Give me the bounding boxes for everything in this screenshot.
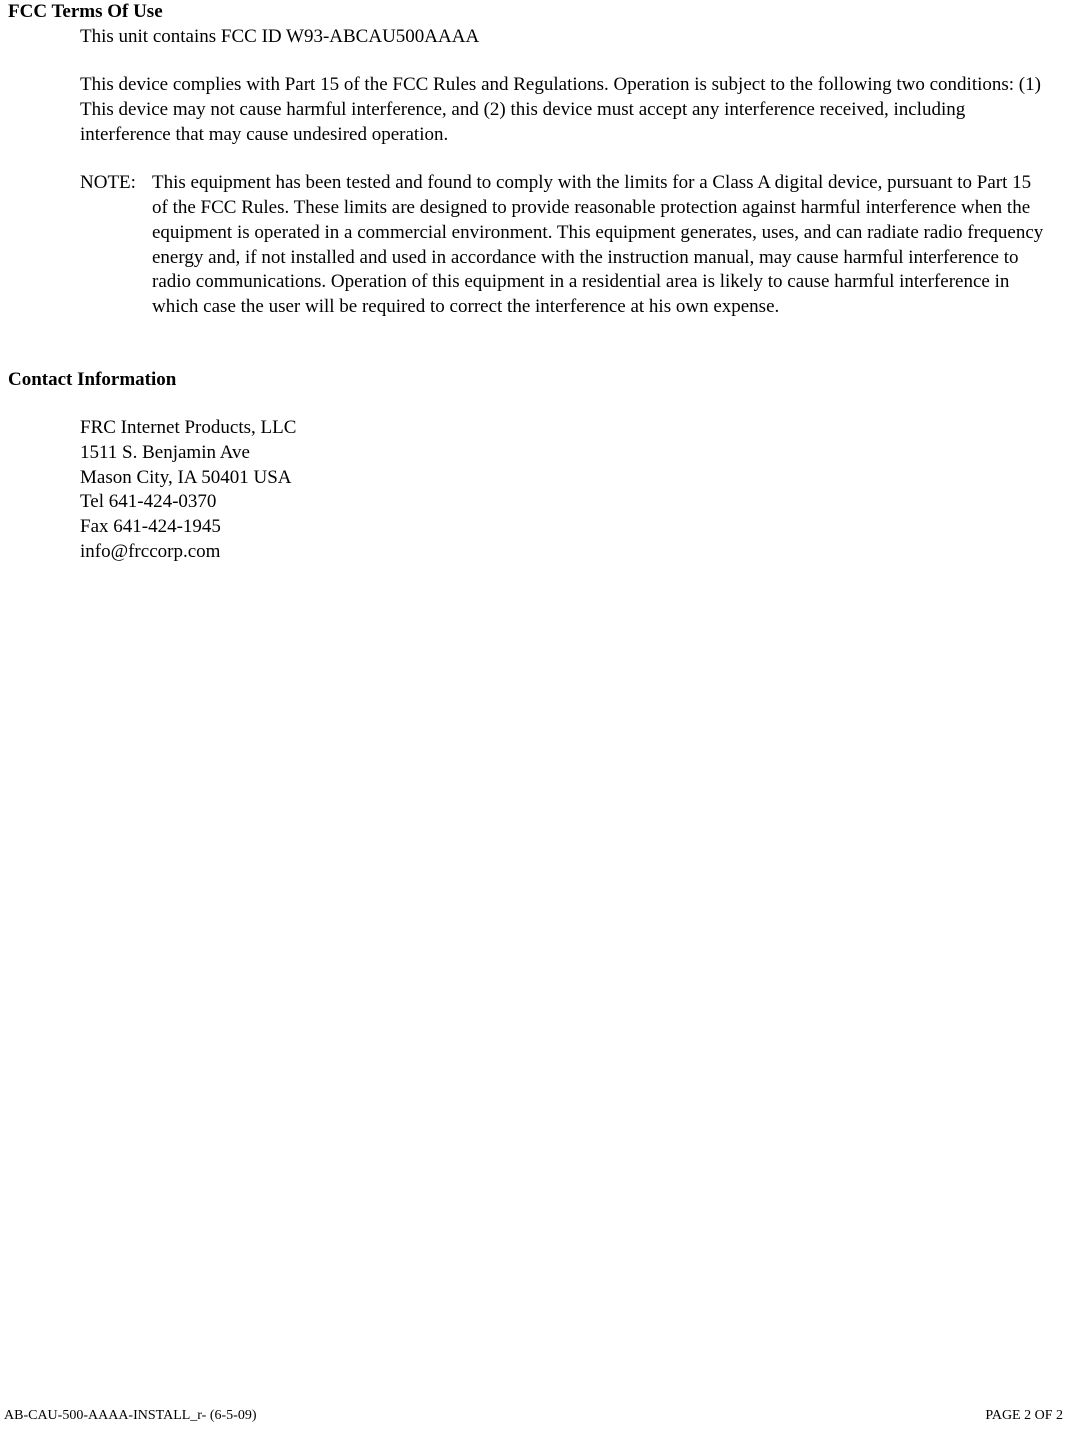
contact-street: 1511 S. Benjamin Ave: [80, 441, 1059, 466]
contact-company: FRC Internet Products, LLC: [80, 416, 1059, 441]
fcc-note-text: This equipment has been tested and found…: [152, 171, 1059, 319]
contact-city: Mason City, IA 50401 USA: [80, 466, 1059, 491]
contact-tel: Tel 641-424-0370: [80, 490, 1059, 515]
document-content: FCC Terms Of Use This unit contains FCC …: [0, 0, 1067, 564]
fcc-note-label: NOTE:: [80, 171, 152, 319]
contact-heading: Contact Information: [8, 368, 1059, 393]
fcc-heading: FCC Terms Of Use: [8, 0, 1059, 25]
footer-right: PAGE 2 OF 2: [985, 1407, 1063, 1425]
contact-info-block: FRC Internet Products, LLC 1511 S. Benja…: [80, 416, 1059, 564]
fcc-compliance-paragraph: This device complies with Part 15 of the…: [80, 73, 1059, 147]
page-footer: AB-CAU-500-AAAA-INSTALL_r- (6-5-09) PAGE…: [0, 1407, 1067, 1425]
footer-left: AB-CAU-500-AAAA-INSTALL_r- (6-5-09): [4, 1407, 257, 1425]
spacer: [8, 49, 1059, 73]
fcc-note-block: NOTE: This equipment has been tested and…: [80, 171, 1059, 319]
contact-email: info@frccorp.com: [80, 540, 1059, 565]
fcc-id-line: This unit contains FCC ID W93-ABCAU500AA…: [80, 25, 1059, 50]
contact-fax: Fax 641-424-1945: [80, 515, 1059, 540]
spacer: [8, 147, 1059, 171]
